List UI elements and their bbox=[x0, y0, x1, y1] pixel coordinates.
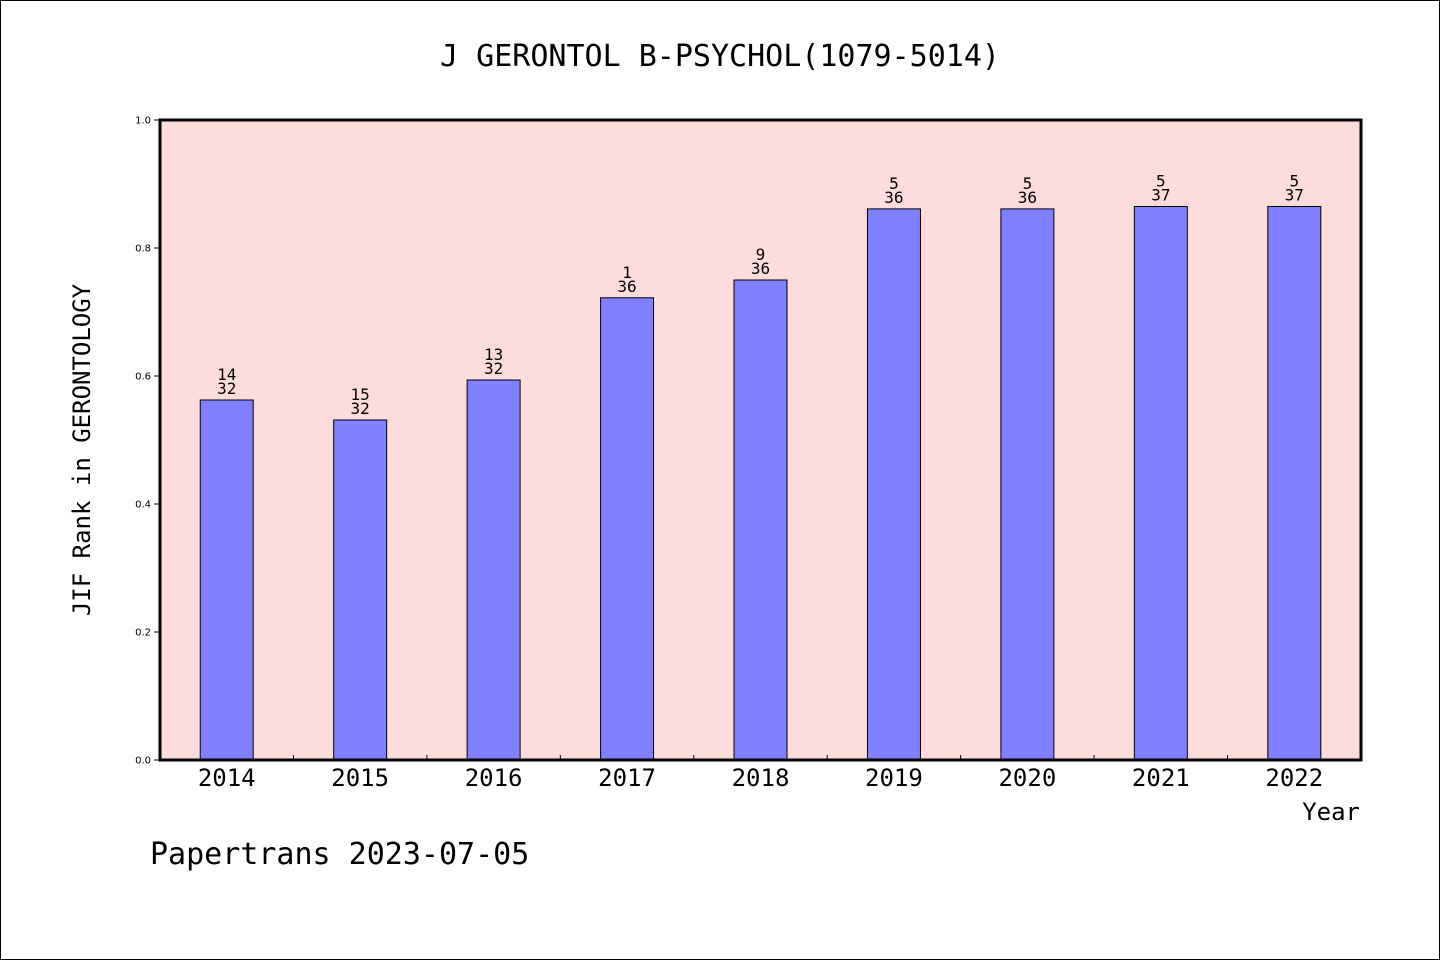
x-tick-label-2015: 2015 bbox=[331, 764, 389, 792]
bar-2022 bbox=[1267, 205, 1322, 761]
y-tick-label: 0.2 bbox=[135, 628, 151, 639]
bar-total-label-2021: 37 bbox=[1151, 185, 1170, 204]
bar-rank-label-2021: 5 bbox=[1156, 171, 1166, 190]
x-tick-label-2022: 2022 bbox=[1265, 764, 1323, 792]
bar-total-label-2020: 36 bbox=[1018, 188, 1037, 207]
y-tick-label: 1.0 bbox=[135, 116, 151, 127]
bar-2016 bbox=[466, 379, 521, 761]
bar-total-label-2018: 36 bbox=[751, 259, 770, 278]
chart-title: J GERONTOL B-PSYCHOL(1079-5014) bbox=[440, 39, 1000, 74]
x-tick-label-2021: 2021 bbox=[1132, 764, 1190, 792]
bar-2014 bbox=[199, 399, 254, 761]
bar-total-label-2019: 36 bbox=[884, 188, 903, 207]
bar-total-label-2017: 36 bbox=[617, 277, 636, 296]
footer-credit: Papertrans 2023-07-05 bbox=[150, 837, 529, 872]
bar-2019 bbox=[866, 208, 921, 761]
bar-2015 bbox=[333, 419, 388, 761]
y-tick-label: 0.0 bbox=[135, 756, 151, 767]
ticks-group: 2014 2015 2016 2017 2018 2019 2020 2021 2022 0.0 0… bbox=[135, 116, 1323, 793]
bar-2018 bbox=[733, 279, 788, 761]
x-axis-label: Year bbox=[1302, 798, 1360, 826]
bar-rank-label-2020: 5 bbox=[1023, 174, 1033, 193]
x-tick-label-2020: 2020 bbox=[998, 764, 1056, 792]
x-tick-label-2017: 2017 bbox=[598, 764, 656, 792]
bar-rank-label-2019: 5 bbox=[889, 174, 899, 193]
bar-rank-label-2017: 1 bbox=[622, 263, 632, 282]
x-tick-label-2018: 2018 bbox=[732, 764, 790, 792]
y-tick-label: 0.6 bbox=[135, 372, 151, 383]
x-tick-label-2019: 2019 bbox=[865, 764, 923, 792]
bar-rank-label-2014: 14 bbox=[217, 365, 236, 384]
bar-total-label-2016: 32 bbox=[484, 359, 503, 378]
x-tick-label-2014: 2014 bbox=[198, 764, 256, 792]
x-tick-label-2016: 2016 bbox=[465, 764, 523, 792]
bar-2017 bbox=[600, 297, 655, 761]
bar-rank-label-2022: 5 bbox=[1289, 171, 1299, 190]
y-tick-label: 0.8 bbox=[135, 244, 151, 255]
bar-rank-label-2018: 9 bbox=[756, 245, 766, 264]
bar-rank-label-2016: 13 bbox=[484, 345, 503, 364]
plot-border bbox=[158, 118, 1363, 762]
bar-2021 bbox=[1133, 205, 1188, 761]
y-axis-label: JIF Rank in GERONTOLOGY bbox=[68, 283, 96, 616]
bar-2020 bbox=[1000, 208, 1055, 761]
y-tick-label: 0.4 bbox=[135, 500, 151, 511]
bar-total-label-2014: 32 bbox=[217, 379, 236, 398]
bar-total-label-2015: 32 bbox=[351, 399, 370, 418]
bar-rank-label-2015: 15 bbox=[351, 385, 370, 404]
bar-total-label-2022: 37 bbox=[1285, 185, 1304, 204]
